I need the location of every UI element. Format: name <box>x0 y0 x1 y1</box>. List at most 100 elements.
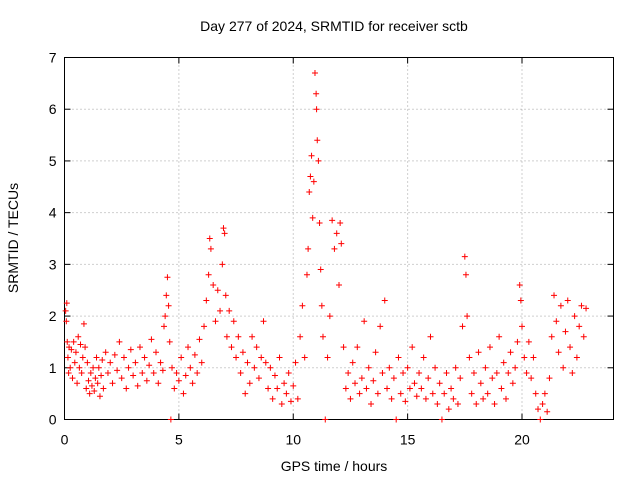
data-point <box>244 359 251 366</box>
data-point <box>68 346 75 353</box>
data-point <box>220 225 227 232</box>
data-point <box>157 359 164 366</box>
y-tick-label: 0 <box>49 412 57 428</box>
data-point <box>75 333 82 340</box>
data-point <box>450 395 457 402</box>
data-point <box>226 307 233 314</box>
data-point <box>265 385 272 392</box>
data-point <box>65 369 72 376</box>
data-point <box>358 375 365 382</box>
data-point <box>517 297 524 304</box>
data-point <box>230 318 237 325</box>
data-point <box>475 349 482 356</box>
data-point <box>395 354 402 361</box>
data-point <box>206 235 213 242</box>
data-point <box>237 369 244 376</box>
data-point <box>276 354 283 361</box>
data-point <box>109 380 116 387</box>
data-point <box>390 375 397 382</box>
data-point <box>337 219 344 226</box>
data-point <box>434 400 441 407</box>
data-point <box>544 408 551 415</box>
data-point <box>307 173 314 180</box>
data-point <box>80 320 87 327</box>
data-point <box>521 354 528 361</box>
data-point <box>432 364 439 371</box>
data-point <box>516 282 523 289</box>
data-point <box>491 400 498 407</box>
data-point <box>462 271 469 278</box>
data-point <box>166 338 173 345</box>
data-point <box>539 400 546 407</box>
data-point <box>530 354 537 361</box>
data-point <box>576 323 583 330</box>
data-point <box>287 398 294 405</box>
data-point <box>169 364 176 371</box>
data-point <box>246 380 253 387</box>
data-point <box>452 364 459 371</box>
data-point <box>78 369 85 376</box>
data-point <box>484 390 491 397</box>
data-point <box>454 400 461 407</box>
data-point <box>111 351 118 358</box>
data-point <box>512 364 519 371</box>
data-point <box>102 349 109 356</box>
data-point <box>507 349 514 356</box>
data-point <box>228 344 235 351</box>
data-point <box>210 282 217 289</box>
data-point <box>514 338 521 345</box>
data-point <box>422 395 429 402</box>
data-point <box>175 377 182 384</box>
data-point <box>505 369 512 376</box>
data-point <box>260 318 267 325</box>
data-point <box>409 344 416 351</box>
data-point <box>370 377 377 384</box>
data-point <box>87 369 94 376</box>
data-point <box>301 354 308 361</box>
data-point <box>164 274 171 281</box>
data-point <box>153 349 159 356</box>
data-point <box>386 364 393 371</box>
data-point <box>217 307 224 314</box>
data-point <box>182 372 189 379</box>
data-point <box>413 393 420 400</box>
data-point <box>278 400 285 407</box>
data-point <box>70 338 77 345</box>
data-point <box>420 354 427 361</box>
x-tick-label: 20 <box>514 432 530 448</box>
data-point <box>317 266 324 273</box>
data-point <box>448 385 455 392</box>
data-point <box>125 364 132 371</box>
data-point <box>548 333 555 340</box>
data-point <box>429 390 436 397</box>
data-point <box>445 406 452 413</box>
data-point <box>377 323 384 330</box>
data-point <box>580 333 587 340</box>
data-point <box>502 395 509 402</box>
data-point <box>63 318 70 325</box>
data-point <box>201 323 208 330</box>
data-point <box>316 219 323 226</box>
data-point <box>352 380 359 387</box>
data-point <box>62 307 69 314</box>
data-point <box>114 367 121 374</box>
data-points <box>62 70 590 423</box>
data-point <box>309 214 316 221</box>
data-point <box>203 297 210 304</box>
data-point <box>85 377 92 384</box>
data-point <box>285 369 292 376</box>
data-point <box>564 297 571 304</box>
data-point <box>107 359 114 366</box>
data-point <box>345 369 352 376</box>
y-tick-label: 7 <box>49 50 57 66</box>
data-point <box>221 230 228 237</box>
data-point <box>271 372 278 379</box>
data-point <box>76 364 83 371</box>
data-point <box>88 382 95 389</box>
data-point <box>155 380 162 387</box>
data-point <box>473 400 480 407</box>
data-point <box>205 271 212 278</box>
data-point <box>120 354 127 361</box>
data-point <box>313 90 320 97</box>
